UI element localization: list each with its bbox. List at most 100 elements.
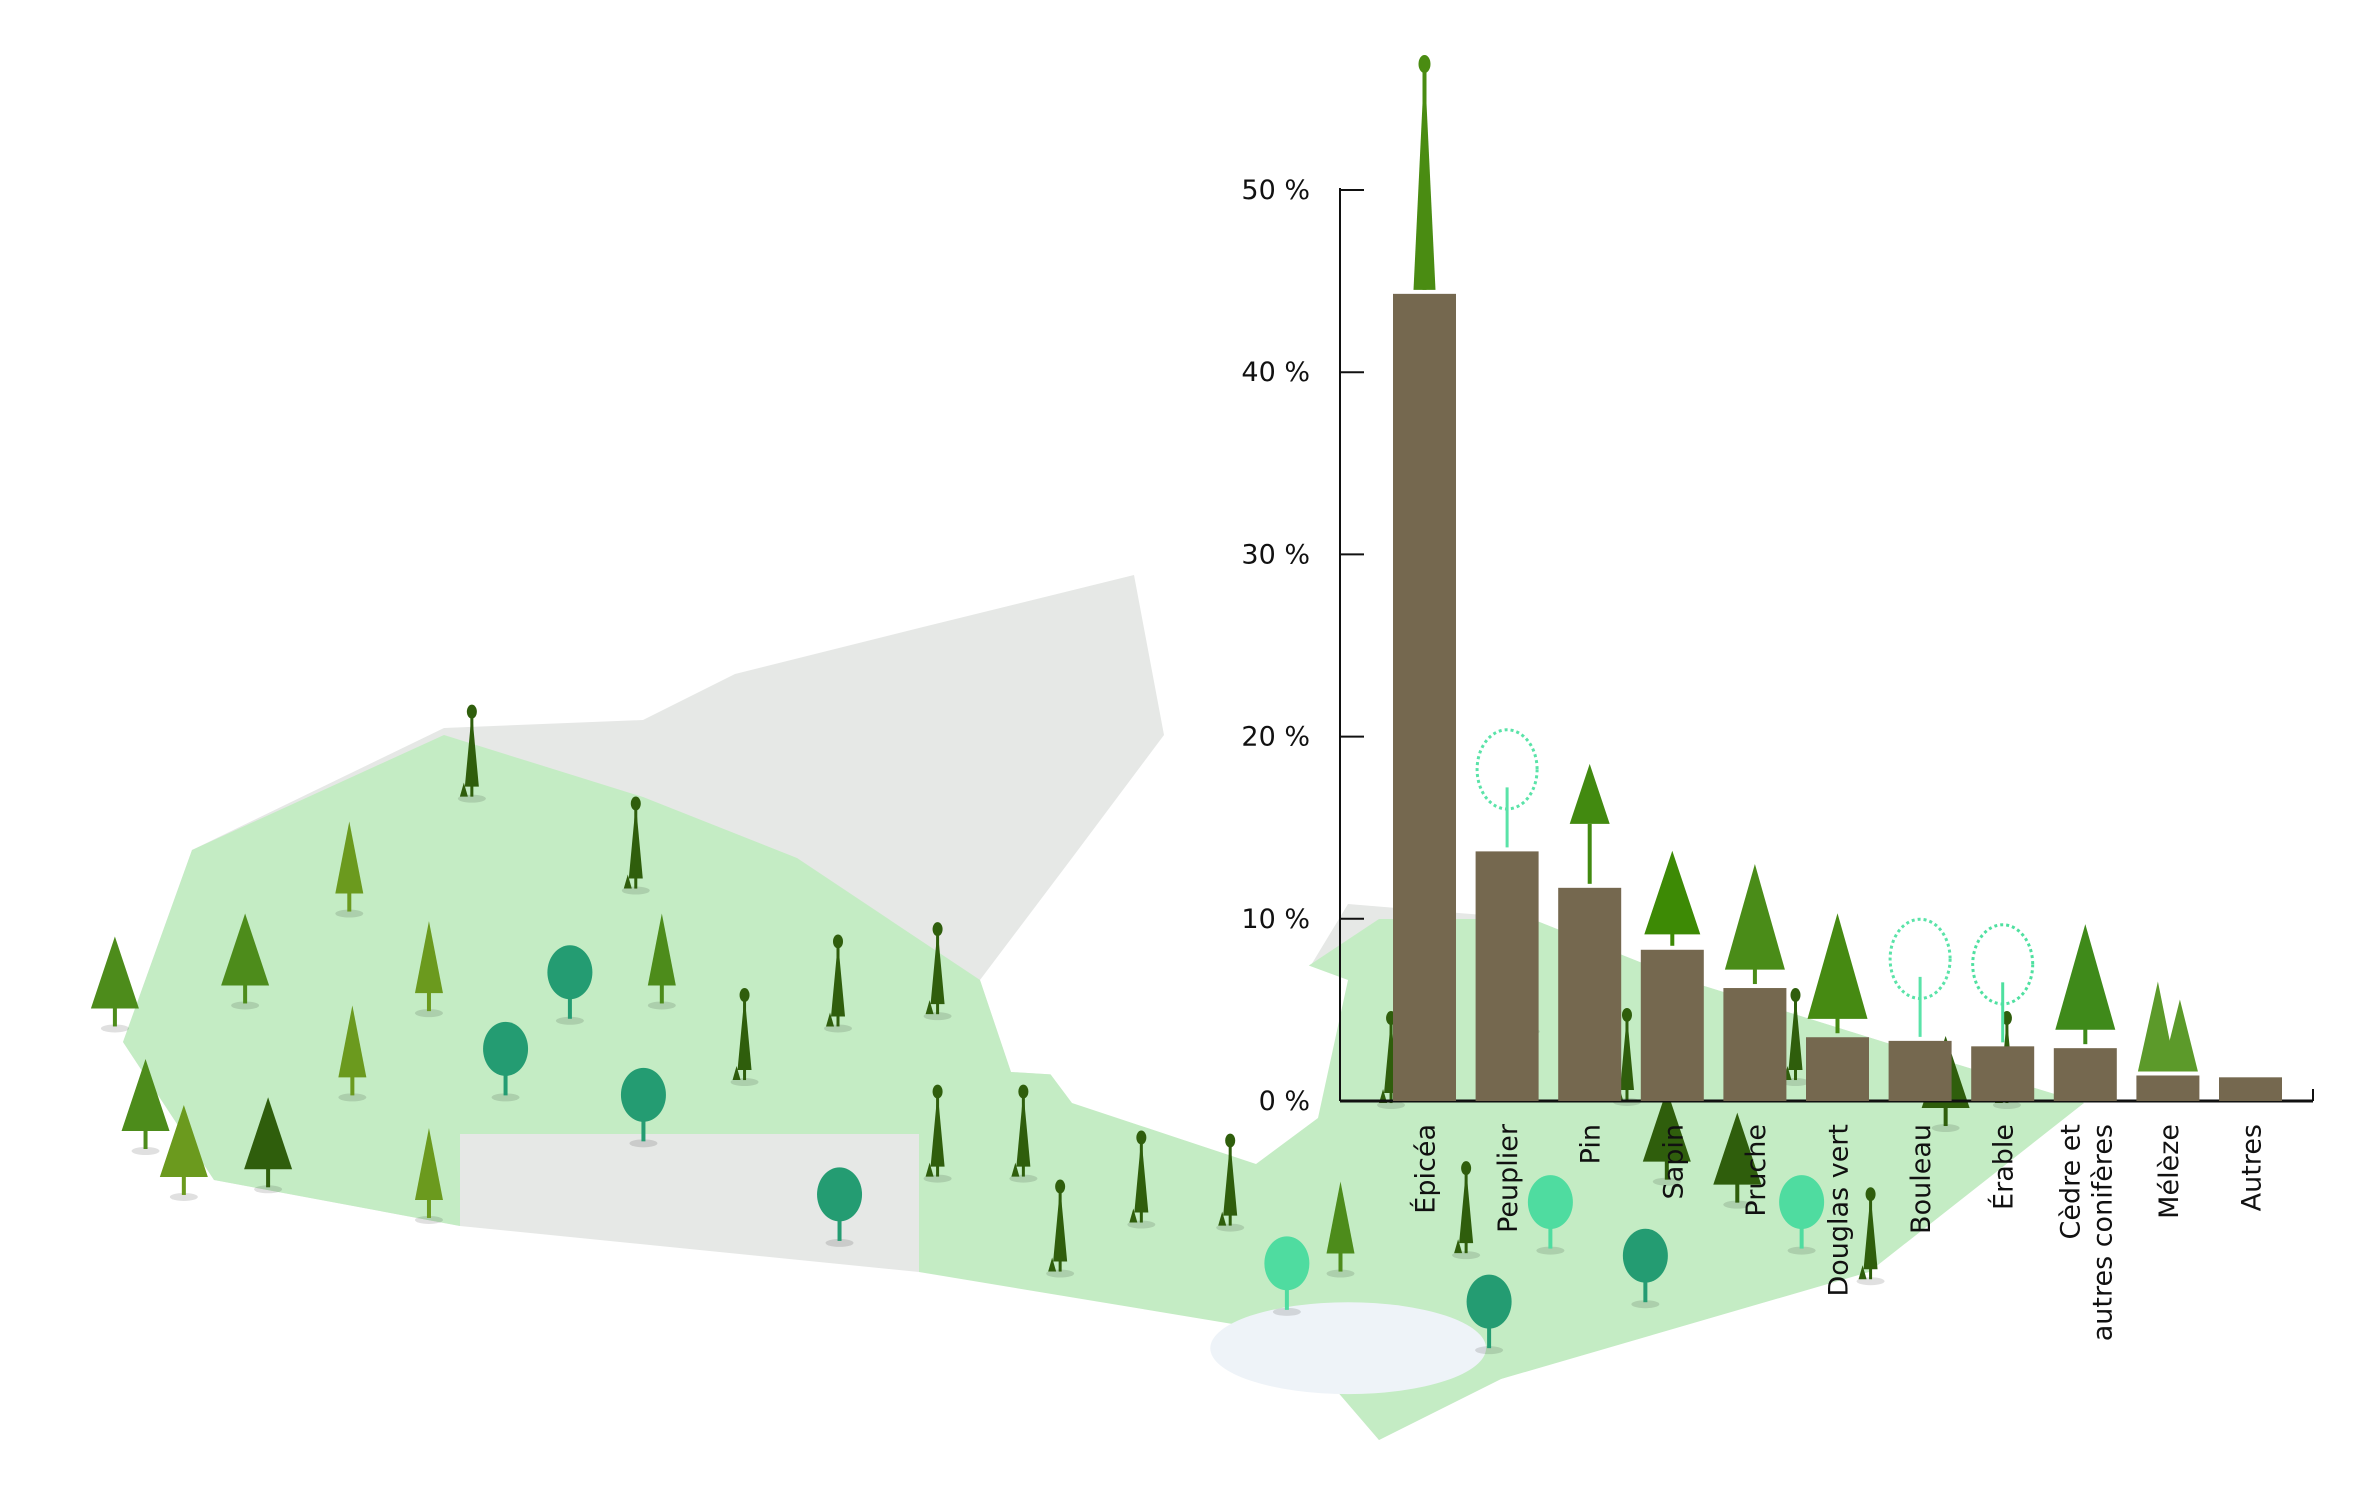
spruce-tip: [1865, 1187, 1876, 1202]
spruce-tip: [1136, 1130, 1147, 1145]
tree-shadow: [1723, 1200, 1752, 1209]
spruce-sapling: [826, 1012, 835, 1027]
map-tree: [1326, 1181, 1355, 1278]
tree-shadow: [169, 1192, 198, 1201]
icon-crown: [1413, 62, 1436, 290]
y-tick-label: 30 %: [1241, 539, 1310, 570]
bar-4: [1723, 988, 1787, 1101]
icon-trunk: [1587, 823, 1592, 884]
map-tree: [824, 934, 853, 1033]
icon-crown: [1888, 917, 1952, 1000]
deciduous-crown: [547, 945, 593, 1000]
icon-crown: [1807, 913, 1868, 1019]
maple-icon: [1971, 923, 2035, 1043]
spruce-crown: [464, 711, 479, 787]
spruce-crown: [1223, 1140, 1238, 1216]
icon-crown: [2161, 999, 2198, 1072]
conifer-crown: [1642, 1089, 1691, 1162]
map-tree: [817, 1167, 863, 1247]
spruce-sapling: [1858, 1265, 1867, 1280]
y-tick-label: 10 %: [1241, 904, 1310, 935]
bar-6: [1888, 1040, 1952, 1101]
icon-trunk: [1505, 787, 1509, 848]
tree-trunk: [567, 985, 572, 1019]
tree-shadow: [254, 1185, 283, 1194]
tree-trunk: [1799, 1214, 1804, 1249]
tree-shadow: [1272, 1307, 1301, 1316]
bar-1: [1475, 851, 1539, 1101]
spruce-sapling: [925, 1000, 934, 1015]
map-tree: [483, 1021, 529, 1102]
map-tree: [620, 1067, 666, 1148]
tree-shadow: [1787, 1246, 1816, 1255]
y-tick-label: 20 %: [1241, 722, 1310, 753]
spruce-tip: [2001, 1011, 2012, 1026]
conifer-crown: [335, 821, 364, 894]
category-label: Pin: [1576, 1124, 1607, 1164]
bar-8: [2053, 1048, 2117, 1101]
tree-trunk: [503, 1061, 508, 1096]
tree-shadow: [100, 1024, 129, 1033]
spruce-sapling: [1454, 1239, 1463, 1254]
conifer-crown: [121, 1059, 170, 1131]
spruce-icon: [1413, 55, 1436, 290]
map-tree: [414, 1127, 443, 1224]
icon-crown: [1724, 864, 1785, 970]
spruce-crown: [737, 995, 752, 1071]
spruce-tip: [739, 988, 750, 1003]
map-tree: [1527, 1175, 1573, 1255]
y-tick-label: 40 %: [1241, 357, 1310, 388]
map-tree: [121, 1059, 170, 1155]
pine-icon: [1569, 763, 1610, 884]
icon-crown: [1475, 728, 1539, 811]
bar-2: [1558, 887, 1622, 1101]
spruce-sapling: [1129, 1208, 1138, 1223]
fir-icon: [1644, 850, 1701, 946]
spruce-sapling: [1048, 1257, 1057, 1272]
spruce-tip: [466, 704, 477, 719]
deciduous-crown: [483, 1021, 529, 1076]
conifer-crown: [90, 936, 139, 1009]
category-label: Autres: [2237, 1124, 2268, 1211]
spruce-tip: [932, 922, 943, 937]
map-tree: [335, 821, 364, 918]
icon-crown: [1644, 850, 1701, 935]
spruce-tip: [1225, 1133, 1236, 1148]
deciduous-crown: [817, 1167, 863, 1222]
tree-shadow: [825, 1238, 854, 1247]
map-tree: [730, 988, 759, 1087]
spruce-sapling: [925, 1162, 934, 1177]
deciduous-crown: [1264, 1236, 1310, 1291]
spruce-tip: [1055, 1179, 1066, 1194]
spruce-crown: [930, 929, 945, 1005]
map-tree: [1856, 1187, 1885, 1286]
y-tick-label: 50 %: [1241, 175, 1310, 206]
map-tree: [1466, 1274, 1512, 1355]
y-tick-label: 0 %: [1259, 1086, 1310, 1117]
spruce-sapling: [1011, 1162, 1020, 1177]
deciduous-crown: [1527, 1175, 1573, 1230]
larch-icon: [2137, 981, 2198, 1072]
tree-shadow: [491, 1093, 520, 1102]
tree-shadow: [647, 1001, 676, 1010]
map-tree: [1713, 1112, 1762, 1209]
map-tree: [457, 704, 486, 803]
map-tree: [159, 1104, 208, 1201]
tree-trunk: [1487, 1314, 1492, 1349]
icon-crown: [2137, 981, 2176, 1072]
spruce-crown: [1619, 1014, 1634, 1090]
map-tree: [1642, 1089, 1691, 1186]
tree-shadow: [414, 1009, 443, 1018]
bar-10: [2219, 1077, 2282, 1101]
spruce-crown: [1134, 1137, 1149, 1213]
conifer-crown: [159, 1104, 208, 1177]
hemlock-icon: [1724, 864, 1785, 985]
deciduous-crown: [1779, 1175, 1825, 1230]
spruce-tip: [1018, 1084, 1029, 1099]
icon-crown: [1971, 923, 2035, 1006]
bar-0: [1393, 293, 1456, 1101]
map-tree: [923, 1084, 952, 1183]
conifer-crown: [414, 921, 443, 994]
spruce-sapling: [459, 782, 468, 797]
